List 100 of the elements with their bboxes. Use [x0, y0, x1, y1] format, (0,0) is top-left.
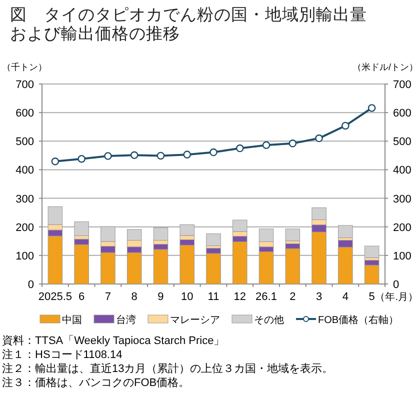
y2-tick-label: 100	[393, 250, 412, 262]
y-tick-label: 200	[16, 222, 34, 234]
y2-axis-title: （米ドル/トン）	[352, 62, 418, 72]
chart-title: 図 タイのタピオカでん粉の国・地域別輸出量	[10, 6, 367, 24]
bar	[312, 232, 326, 284]
bar	[100, 252, 116, 284]
x-tick-label: 4	[342, 291, 348, 303]
bar	[74, 244, 89, 284]
point	[368, 104, 376, 112]
x-tick-label: 12	[234, 291, 246, 303]
y-tick-label: 0	[28, 279, 34, 291]
point	[51, 158, 60, 166]
y-tick-label: 700	[16, 79, 34, 91]
y-tick-label: 100	[16, 250, 34, 262]
legend-label: マレーシア	[170, 315, 220, 326]
bar	[312, 224, 326, 232]
bar	[364, 246, 380, 258]
y2-tick-label: 0	[393, 279, 400, 291]
legend-label: 台湾	[116, 314, 136, 326]
bar	[153, 249, 168, 284]
bar	[312, 219, 326, 226]
bar	[74, 221, 89, 236]
bar	[100, 246, 116, 253]
bar	[364, 264, 380, 284]
bar	[285, 248, 300, 284]
bar	[206, 248, 221, 254]
bar	[338, 240, 353, 248]
text: 注１：HSコード1108.14	[2, 348, 122, 361]
bar	[338, 225, 353, 238]
x-tick-label: 2025.5	[38, 291, 72, 303]
x-tick-label: 2	[290, 291, 296, 303]
x-axis-title: （年.月）	[375, 291, 418, 303]
bar	[48, 230, 63, 236]
bar	[285, 240, 300, 244]
point	[315, 134, 323, 142]
y-tick-label: 300	[16, 193, 34, 206]
legend-label: 中国	[62, 314, 82, 326]
point	[210, 148, 218, 156]
bar	[48, 236, 63, 284]
bar	[258, 228, 274, 242]
x-tick-label: 26.1	[256, 291, 277, 303]
bar	[338, 246, 353, 284]
x-tick-label: 5	[368, 291, 375, 303]
x-tick-label: 8	[131, 291, 138, 303]
y2-tick-label: 700	[393, 79, 412, 91]
bar	[285, 243, 300, 249]
x-tick-label: 6	[78, 291, 85, 303]
point	[156, 152, 165, 160]
bar	[364, 260, 380, 266]
bar	[312, 207, 326, 220]
y2-tick-label: 600	[393, 108, 412, 120]
bar	[48, 206, 63, 225]
x-tick-label: 9	[158, 291, 164, 303]
y2-tick-label: 500	[393, 136, 412, 148]
bar	[126, 229, 142, 241]
y-tick-label: 500	[16, 136, 34, 148]
y-axis-title: （千トン）	[2, 62, 47, 72]
x-tick-label: 10	[180, 291, 194, 303]
bar	[180, 224, 194, 236]
text: 資料：TTSA「Weekly Tapioca Starch Price」	[2, 334, 225, 347]
point	[236, 144, 244, 152]
x-tick-label: 11	[208, 291, 220, 303]
bar	[206, 253, 221, 284]
point	[183, 150, 192, 158]
legend-label: その他	[254, 314, 284, 326]
bar	[153, 244, 168, 250]
point	[342, 122, 350, 130]
bar	[232, 241, 248, 284]
bar	[48, 224, 63, 230]
x-tick-label: 3	[316, 291, 322, 303]
bar	[258, 246, 274, 252]
bar	[232, 220, 248, 232]
y2-tick-label: 200	[393, 222, 412, 234]
bar	[74, 238, 89, 245]
bar	[153, 227, 168, 241]
bar	[180, 239, 194, 246]
chart-subtitle: および輸出価格の推移	[10, 25, 180, 43]
y-tick-label: 600	[16, 108, 34, 120]
bar	[126, 246, 142, 253]
y2-tick-label: 400	[393, 164, 412, 177]
x-tick-label: 7	[104, 291, 112, 303]
bar	[258, 251, 274, 284]
bar	[74, 235, 89, 240]
point	[104, 152, 112, 160]
y2-tick-label: 300	[393, 193, 412, 206]
point	[130, 151, 138, 160]
bar	[100, 226, 116, 242]
bar	[206, 233, 221, 246]
y-tick-label: 400	[16, 164, 34, 177]
legend-label: FOB価格（右軸）	[318, 314, 399, 326]
bar	[180, 244, 194, 284]
point	[288, 140, 297, 148]
bar	[126, 252, 142, 284]
point	[78, 154, 86, 163]
bar	[285, 228, 300, 242]
bar	[232, 236, 248, 242]
text: 注３：価格は、バンコクのFOB価格。	[2, 376, 190, 389]
text: 注２：輸出量は、直近13カ月（累計）の上位３カ国・地域を表示。	[2, 362, 334, 375]
bar	[126, 240, 142, 248]
point	[262, 141, 270, 150]
